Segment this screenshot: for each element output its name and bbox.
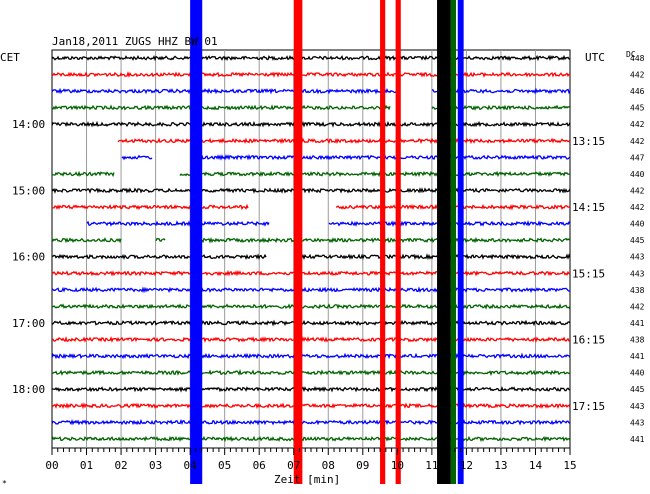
dc-offset-value: 441 bbox=[630, 319, 645, 328]
dc-offset-value: 442 bbox=[630, 71, 645, 80]
seismic-trace bbox=[51, 286, 571, 294]
cet-time-label: 15:00 bbox=[12, 184, 45, 197]
seismic-trace bbox=[51, 253, 571, 261]
corner-mark: * bbox=[2, 479, 7, 488]
x-tick-label: 01 bbox=[80, 459, 93, 472]
cet-time-label: 17:00 bbox=[12, 317, 45, 330]
event-layer bbox=[190, 0, 464, 484]
x-tick-label: 05 bbox=[218, 459, 231, 472]
seismic-trace bbox=[51, 302, 571, 310]
seismic-trace bbox=[51, 236, 571, 244]
dc-offset-value: 442 bbox=[630, 203, 645, 212]
event-band bbox=[457, 0, 464, 484]
event-band bbox=[190, 0, 203, 484]
dc-offset-value: 442 bbox=[630, 302, 645, 311]
chart-title: Jan18,2011 ZUGS HHZ BW 01 bbox=[52, 35, 218, 48]
event-band bbox=[450, 0, 457, 484]
event-band bbox=[395, 0, 401, 484]
dc-offset-value: 445 bbox=[630, 385, 645, 394]
seismic-trace bbox=[51, 435, 571, 443]
axis-layer bbox=[51, 448, 571, 455]
seismic-trace bbox=[51, 70, 571, 78]
seismic-trace bbox=[51, 402, 571, 410]
x-tick-label: 09 bbox=[356, 459, 369, 472]
dc-offset-value: 438 bbox=[630, 336, 645, 345]
seismic-trace bbox=[121, 154, 571, 161]
dc-offset-value: 438 bbox=[630, 286, 645, 295]
seismic-trace bbox=[51, 54, 571, 62]
x-tick-label: 08 bbox=[322, 459, 335, 472]
utc-time-label: 16:15 bbox=[572, 334, 605, 347]
dc-offset-value: 440 bbox=[630, 170, 645, 179]
dc-offset-value: 442 bbox=[630, 120, 645, 129]
seismic-trace bbox=[117, 137, 571, 145]
dc-offset-value: 443 bbox=[630, 418, 645, 427]
x-tick-label: 12 bbox=[460, 459, 473, 472]
dc-offset-value: 447 bbox=[630, 153, 645, 162]
seismic-trace bbox=[51, 87, 571, 95]
dc-offset-value: 443 bbox=[630, 253, 645, 262]
dc-offset-value: 448 bbox=[630, 54, 645, 63]
cet-time-label: 14:00 bbox=[12, 118, 45, 131]
dc-offset-value: 445 bbox=[630, 104, 645, 113]
seismic-trace bbox=[51, 120, 571, 128]
seismic-trace bbox=[51, 418, 571, 426]
x-tick-label: 14 bbox=[529, 459, 543, 472]
seismic-trace bbox=[51, 336, 571, 343]
utc-time-label: 14:15 bbox=[572, 201, 605, 214]
seismic-trace bbox=[51, 368, 571, 377]
dc-offset-value: 440 bbox=[630, 369, 645, 378]
cet-time-label: 18:00 bbox=[12, 383, 45, 396]
utc-zone-label: UTC bbox=[585, 51, 605, 64]
utc-time-label: 13:15 bbox=[572, 135, 605, 148]
trace-layer bbox=[51, 54, 571, 443]
label-layer: 00 01 02 03 04 05 06 07 08 09 10 11 12 13 14 15 14:00 15:… bbox=[12, 54, 645, 472]
x-tick-label: 04 bbox=[184, 459, 198, 472]
event-band bbox=[293, 0, 303, 484]
dc-header-label: DC bbox=[626, 50, 636, 59]
x-tick-label: 11 bbox=[425, 459, 438, 472]
x-tick-label: 13 bbox=[494, 459, 507, 472]
dc-offset-value: 443 bbox=[630, 402, 645, 411]
cet-zone-label: CET bbox=[0, 51, 20, 64]
cet-time-label: 16:00 bbox=[12, 251, 45, 264]
utc-time-label: 17:15 bbox=[572, 400, 605, 413]
dc-offset-value: 441 bbox=[630, 352, 645, 361]
event-band bbox=[437, 0, 451, 484]
dc-offset-value: 445 bbox=[630, 236, 645, 245]
dc-offset-value: 446 bbox=[630, 87, 645, 96]
x-tick-label: 02 bbox=[114, 459, 127, 472]
utc-time-label: 15:15 bbox=[572, 267, 605, 280]
dc-offset-value: 440 bbox=[630, 220, 645, 229]
x-tick-label: 00 bbox=[45, 459, 58, 472]
event-band bbox=[380, 0, 386, 484]
seismic-trace bbox=[51, 187, 571, 194]
dc-offset-value: 441 bbox=[630, 435, 645, 444]
dc-offset-value: 443 bbox=[630, 269, 645, 278]
seismic-trace bbox=[51, 352, 571, 360]
x-tick-label: 06 bbox=[253, 459, 266, 472]
x-axis-title: Zeit [min] bbox=[274, 473, 340, 486]
x-tick-label: 10 bbox=[391, 459, 404, 472]
seismic-trace bbox=[51, 104, 571, 111]
seismic-trace bbox=[51, 170, 571, 178]
dc-offset-value: 442 bbox=[630, 137, 645, 146]
seismic-trace bbox=[51, 269, 571, 277]
x-tick-label: 15 bbox=[563, 459, 576, 472]
seismic-trace bbox=[51, 385, 571, 393]
x-tick-label: 03 bbox=[149, 459, 162, 472]
seismic-trace bbox=[51, 319, 571, 327]
seismic-trace bbox=[51, 203, 571, 211]
dc-offset-value: 442 bbox=[630, 186, 645, 195]
x-tick-label: 07 bbox=[287, 459, 300, 472]
